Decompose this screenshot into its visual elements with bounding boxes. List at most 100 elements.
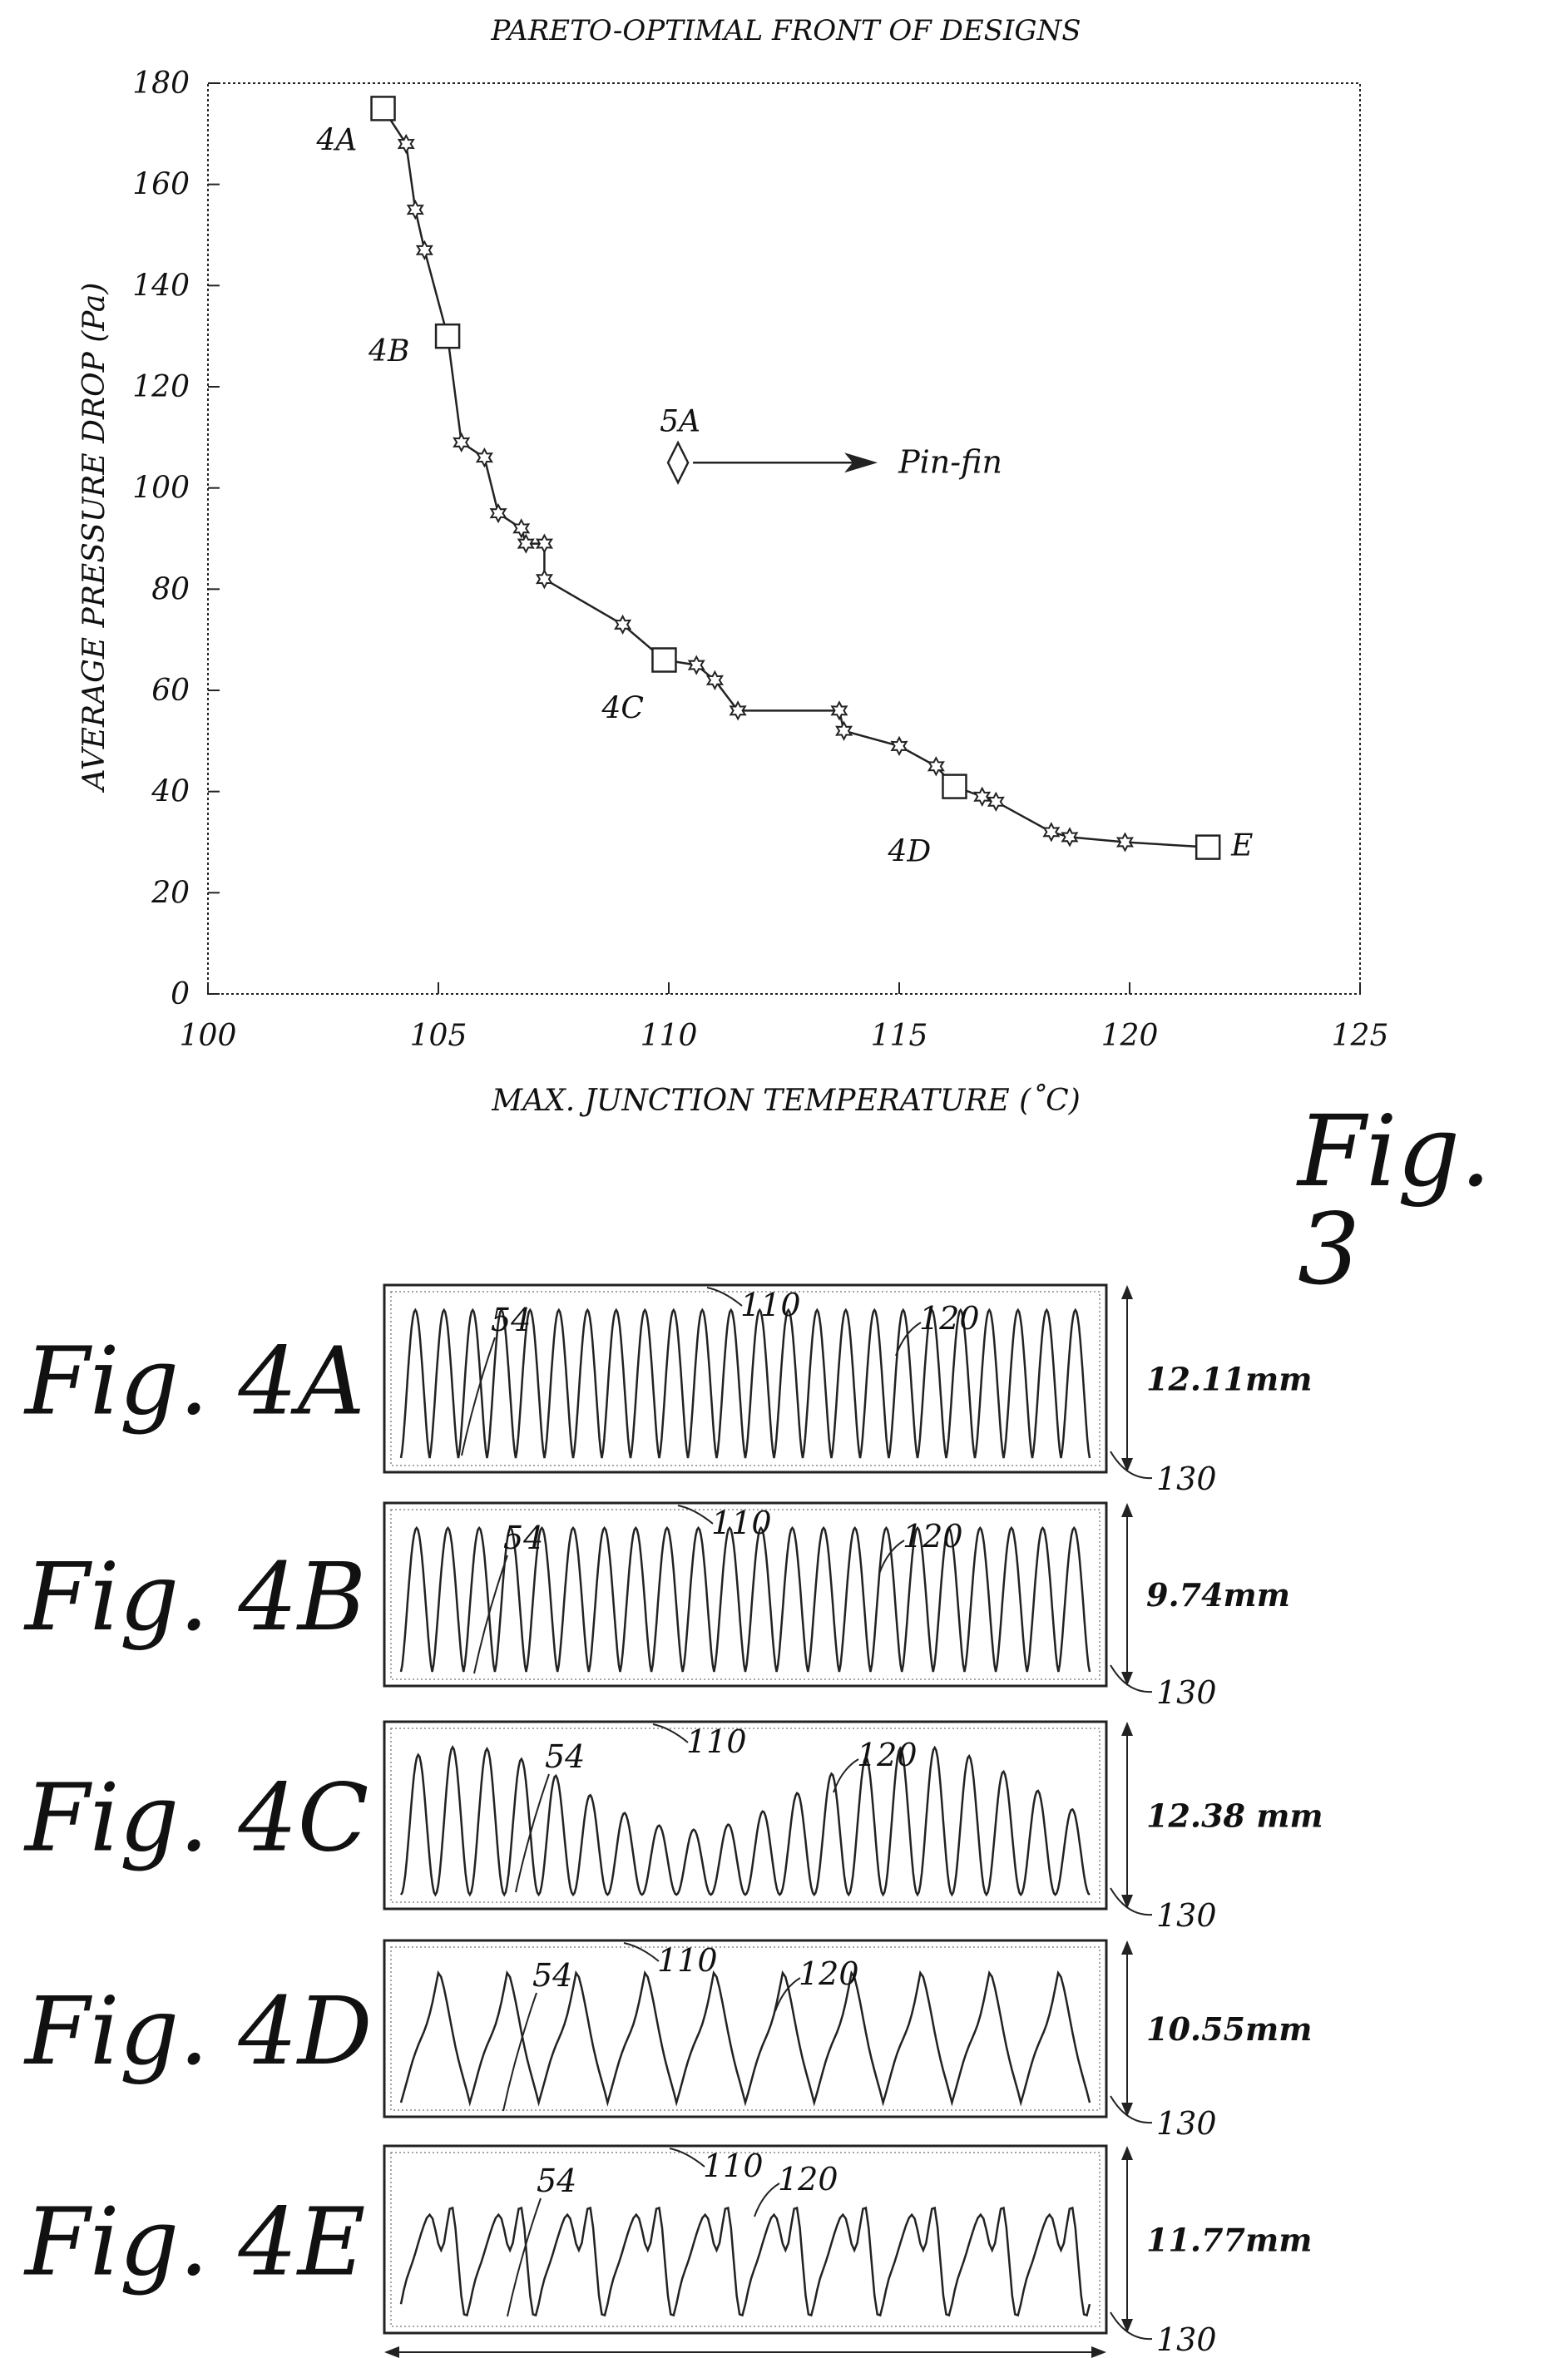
x-tick-label: 105 [410, 1019, 467, 1053]
ref-120: 120 [857, 1737, 918, 1773]
ref-110: 110 [657, 1942, 718, 1979]
pareto-star-marker [517, 533, 535, 554]
pareto-star-marker [535, 533, 553, 554]
pareto-star-marker [830, 700, 848, 721]
ref-54: 54 [532, 1957, 572, 1994]
leader-120 [833, 1758, 859, 1793]
ref-130: 130 [1156, 2105, 1217, 2142]
leader-54 [473, 1555, 508, 1674]
panel-inner-frame [390, 1509, 1101, 1680]
design-labels: 4A 4B 4C 4D E [316, 123, 1254, 868]
pareto-front-line [382, 107, 1209, 848]
fig4-panel: Fig. 4E 11.77mm 130 54 110 120 [23, 2144, 1312, 2358]
reference-annotation: Pin-fin [898, 443, 1002, 480]
reference-diamond-marker [666, 440, 690, 486]
panel-inner-frame [390, 1291, 1101, 1466]
pareto-star-marker [475, 447, 493, 468]
fig4-panel: Fig. 4C 12.38 mm 130 54 110 120 [23, 1720, 1323, 1934]
width-dimension [384, 2346, 1106, 2358]
panel-figure-label: Fig. 4B [23, 1544, 366, 1652]
fig4-panel: Fig. 4B 9.74mm 130 54 110 120 [23, 1501, 1290, 1711]
leader-130 [1110, 1451, 1153, 1480]
y-axis-label: AVERAGE PRESSURE DROP (Pa) [77, 283, 111, 793]
dimension-arrow-bottom [1121, 1458, 1133, 1472]
ref-110: 110 [711, 1505, 772, 1541]
y-tick-label: 0 [171, 977, 190, 1011]
design-label: 4C [601, 692, 643, 726]
design-square-marker [651, 647, 677, 673]
dimension-arrow-top [1121, 1503, 1133, 1517]
width-arrow-right [1091, 2346, 1106, 2358]
design-label: E [1230, 829, 1253, 863]
ref-130: 130 [1156, 1897, 1217, 1934]
plot-frame [207, 82, 1361, 995]
panel-dimension: 10.55mm [1146, 2010, 1312, 2048]
dimension-arrow-top [1121, 1285, 1133, 1299]
ref-110: 110 [703, 2148, 764, 2184]
dimension-arrow-bottom [1121, 2103, 1133, 2117]
fig4-panels: Fig. 4A 12.11mm 130 54 110 120 Fig. 4B 9.74mm 13… [23, 1283, 1323, 2358]
reference-arrow-head [844, 452, 878, 473]
x-axis-label: MAX. JUNCTION TEMPERATURE (˚C) [491, 1084, 1080, 1118]
y-tick-label: 60 [151, 674, 190, 708]
ref-120: 120 [799, 1955, 859, 1992]
pareto-star-marker [415, 240, 433, 260]
pareto-star-marker [512, 518, 531, 539]
pareto-star-marker [987, 791, 1005, 812]
design-label: 4A [316, 123, 358, 157]
ref-120: 120 [903, 1518, 963, 1555]
y-tick-label: 100 [132, 472, 190, 506]
x-tick-label: 115 [871, 1019, 928, 1053]
leader-54 [515, 1773, 550, 1893]
pareto-star-marker [535, 569, 553, 590]
panel-dimension: 12.38 mm [1146, 1797, 1323, 1835]
leader-130 [1110, 2311, 1153, 2341]
pin-fin-reference: 5A Pin-fin [660, 404, 1002, 486]
leader-110 [623, 1942, 660, 1962]
pareto-star-marker [729, 700, 747, 721]
panel-inner-frame [390, 1946, 1101, 2111]
leader-54 [502, 1992, 537, 2112]
dimension-arrow-top [1121, 1940, 1133, 1955]
panel-figure-label: Fig. 4A [23, 1328, 365, 1436]
leader-120 [754, 2183, 780, 2217]
fig3-label: Fig. 3 [1298, 1094, 1491, 1307]
pareto-chart: PARETO-OPTIMAL FRONT OF DESIGNS 0 20 40 60 8… [77, 14, 1389, 1118]
panel-frame [383, 2144, 1108, 2335]
panel-frame [383, 1939, 1108, 2118]
leader-110 [652, 1723, 689, 1743]
design-label: 4D [887, 835, 931, 869]
dimension-arrow-bottom [1121, 1895, 1133, 1909]
leader-120 [878, 1540, 905, 1574]
ref-54: 54 [491, 1302, 531, 1338]
x-tick-label: 125 [1332, 1019, 1389, 1053]
leader-110 [677, 1505, 714, 1525]
pareto-star-marker [1115, 832, 1134, 853]
ref-130: 130 [1156, 1674, 1217, 1711]
ref-120: 120 [919, 1300, 980, 1337]
ref-130: 130 [1156, 2321, 1217, 2358]
pareto-star-marker [406, 199, 424, 220]
pareto-star-marker [687, 655, 705, 675]
panel-frame [383, 1720, 1108, 1911]
panel-dimension: 9.74mm [1146, 1576, 1290, 1614]
width-arrow-left [384, 2346, 399, 2358]
ref-120: 120 [778, 2161, 838, 2197]
leader-54 [507, 2197, 542, 2317]
ref-110: 110 [740, 1287, 801, 1323]
design-square-marker [942, 774, 967, 799]
leader-130 [1110, 1664, 1153, 1693]
pareto-star-marker [614, 614, 632, 635]
chart-title: PARETO-OPTIMAL FRONT OF DESIGNS [490, 14, 1081, 47]
ref-54: 54 [545, 1738, 585, 1775]
pareto-star-marker [973, 786, 992, 807]
leader-130 [1110, 2095, 1153, 2124]
panel-frame [383, 1501, 1108, 1688]
fin-wave [399, 1308, 1091, 1459]
y-tick-label: 20 [151, 876, 190, 910]
y-tick-label: 140 [132, 269, 190, 303]
ref-54: 54 [503, 1520, 543, 1556]
leader-54 [461, 1337, 496, 1456]
reference-label: 5A [660, 404, 700, 438]
dimension-arrow-top [1121, 2146, 1133, 2160]
